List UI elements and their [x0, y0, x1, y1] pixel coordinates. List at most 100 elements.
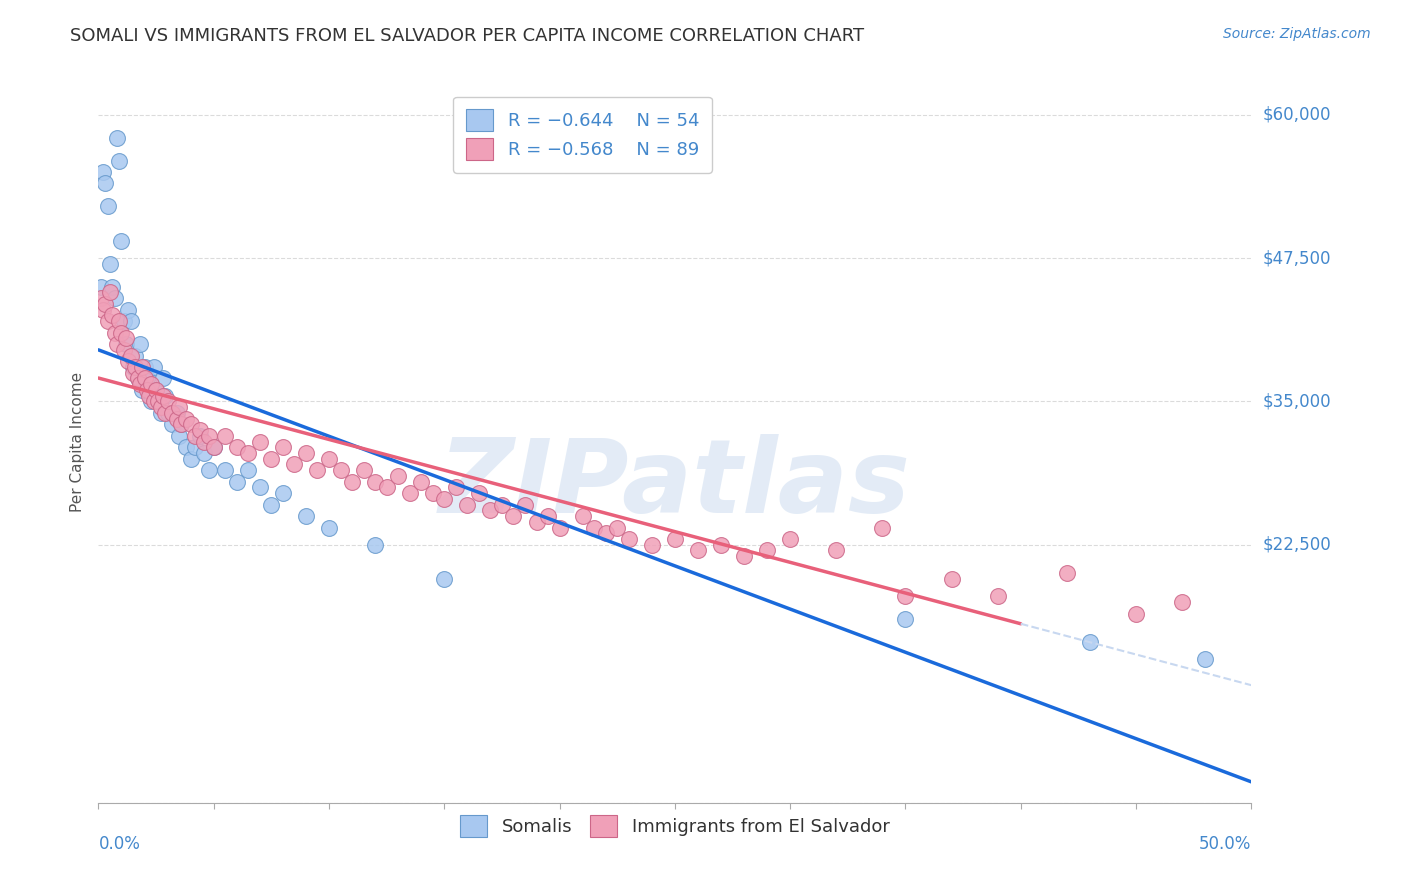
- Point: [571, 509, 593, 524]
- Point: [134, 371, 156, 385]
- Point: [167, 400, 190, 414]
- Point: [160, 406, 183, 420]
- Point: [98, 285, 121, 300]
- Legend: Somalis, Immigrants from El Salvador: Somalis, Immigrants from El Salvador: [453, 808, 897, 845]
- Point: [479, 503, 502, 517]
- Point: [112, 343, 135, 357]
- Point: [124, 359, 146, 374]
- Point: [103, 326, 125, 340]
- Point: [193, 434, 215, 449]
- Point: [184, 440, 207, 454]
- Point: [156, 394, 179, 409]
- Point: [238, 446, 260, 460]
- Point: [198, 463, 221, 477]
- Point: [225, 440, 247, 454]
- Point: [387, 469, 409, 483]
- Point: [155, 406, 177, 420]
- Point: [160, 417, 183, 432]
- Point: [129, 337, 152, 351]
- Point: [108, 314, 131, 328]
- Point: [142, 394, 165, 409]
- Point: [329, 463, 352, 477]
- Point: [606, 520, 628, 534]
- Point: [595, 526, 617, 541]
- Point: [94, 177, 117, 191]
- Point: [779, 532, 801, 546]
- Point: [149, 400, 172, 414]
- Point: [166, 406, 188, 420]
- Point: [941, 572, 963, 586]
- Point: [120, 314, 142, 328]
- Point: [617, 532, 640, 546]
- Point: [155, 389, 177, 403]
- Point: [145, 383, 167, 397]
- Point: [152, 371, 174, 385]
- Point: [117, 302, 139, 317]
- Point: [184, 429, 207, 443]
- Text: $22,500: $22,500: [1263, 536, 1331, 554]
- Text: $47,500: $47,500: [1263, 249, 1331, 267]
- Point: [112, 314, 135, 328]
- Point: [124, 349, 146, 363]
- Point: [135, 371, 157, 385]
- Point: [127, 371, 149, 385]
- Point: [872, 520, 894, 534]
- Point: [1056, 566, 1078, 581]
- Point: [188, 423, 211, 437]
- Point: [198, 429, 221, 443]
- Point: [548, 520, 571, 534]
- Point: [433, 572, 456, 586]
- Point: [174, 411, 197, 425]
- Point: [142, 359, 165, 374]
- Point: [398, 486, 420, 500]
- Point: [127, 371, 149, 385]
- Point: [283, 458, 305, 472]
- Point: [148, 394, 170, 409]
- Point: [318, 451, 340, 466]
- Point: [225, 475, 247, 489]
- Point: [271, 440, 294, 454]
- Point: [295, 509, 318, 524]
- Point: [101, 279, 124, 293]
- Point: [468, 486, 491, 500]
- Point: [1171, 595, 1194, 609]
- Point: [131, 383, 153, 397]
- Point: [318, 520, 340, 534]
- Point: [103, 291, 125, 305]
- Point: [135, 383, 157, 397]
- Text: ZIPatlas: ZIPatlas: [439, 434, 911, 535]
- Point: [249, 434, 271, 449]
- Point: [433, 491, 456, 506]
- Point: [1194, 652, 1216, 666]
- Point: [411, 475, 433, 489]
- Point: [180, 417, 202, 432]
- Point: [138, 389, 160, 403]
- Point: [101, 309, 124, 323]
- Point: [166, 411, 188, 425]
- Point: [115, 331, 138, 345]
- Point: [97, 314, 120, 328]
- Point: [214, 429, 236, 443]
- Point: [91, 165, 114, 179]
- Point: [271, 486, 294, 500]
- Point: [156, 406, 179, 420]
- Point: [94, 297, 117, 311]
- Text: Source: ZipAtlas.com: Source: ZipAtlas.com: [1223, 27, 1371, 41]
- Point: [188, 429, 211, 443]
- Point: [249, 480, 271, 494]
- Point: [583, 520, 606, 534]
- Point: [110, 326, 132, 340]
- Text: 50.0%: 50.0%: [1199, 835, 1251, 854]
- Point: [894, 612, 917, 626]
- Point: [238, 463, 260, 477]
- Point: [120, 349, 142, 363]
- Point: [108, 153, 131, 168]
- Point: [131, 359, 153, 374]
- Point: [193, 446, 215, 460]
- Point: [115, 337, 138, 351]
- Point: [444, 480, 467, 494]
- Point: [170, 417, 193, 432]
- Point: [174, 440, 197, 454]
- Point: [148, 394, 170, 409]
- Point: [340, 475, 363, 489]
